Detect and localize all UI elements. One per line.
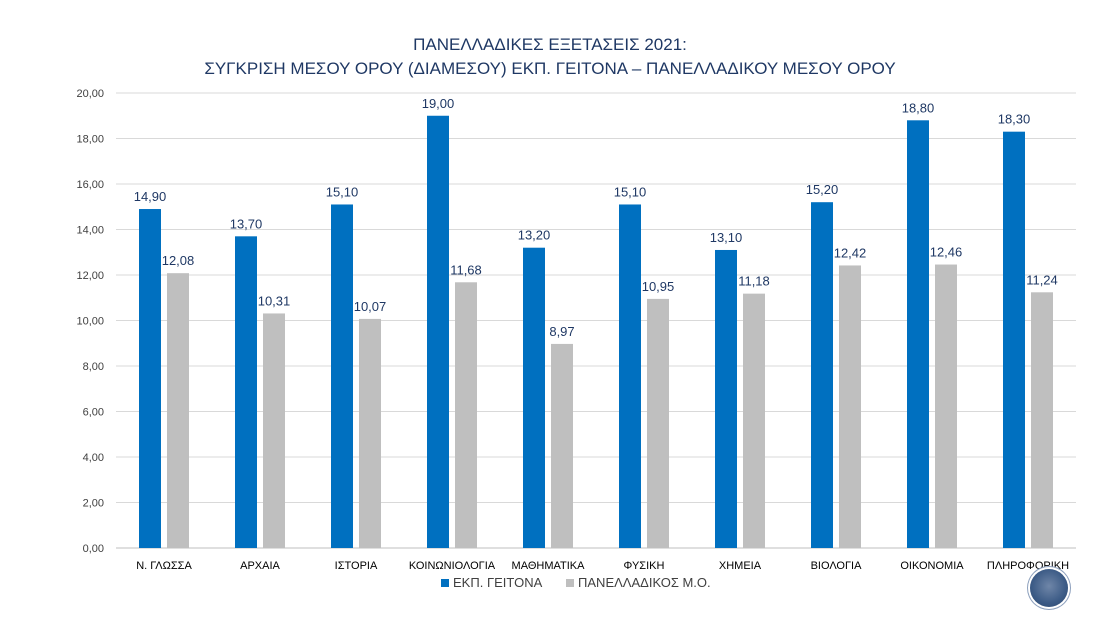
bar-school	[811, 202, 833, 548]
data-label: 15,20	[806, 182, 839, 197]
x-tick-label: ΚΟΙΝΩΝΙΟΛΟΓΙΑ	[409, 560, 496, 572]
bar-national	[647, 298, 669, 548]
y-tick-label: 12,00	[76, 270, 104, 282]
bar-national	[1031, 292, 1053, 548]
bar-school	[331, 204, 353, 548]
bar-school	[907, 120, 929, 549]
data-label: 11,68	[450, 262, 482, 277]
x-tick-label: ΟΙΚΟΝΟΜΙΑ	[900, 560, 964, 572]
data-label: 14,90	[134, 189, 167, 204]
data-label: 13,10	[710, 230, 743, 245]
x-tick-label: ΦΥΣΙΚΗ	[624, 560, 665, 572]
data-label: 15,10	[614, 184, 647, 199]
bar-national	[455, 282, 477, 548]
data-label: 12,46	[930, 245, 963, 260]
y-tick-label: 0,00	[83, 543, 104, 555]
x-tick-label: Ν. ΓΛΩΣΣΑ	[136, 560, 192, 572]
bar-national	[263, 313, 285, 548]
data-label: 11,18	[738, 274, 770, 289]
gridlines	[116, 92, 1076, 549]
y-tick-label: 8,00	[83, 361, 104, 373]
bar-national	[743, 293, 765, 548]
bar-national	[839, 265, 861, 548]
data-label: 10,95	[642, 279, 675, 294]
bar-school	[715, 249, 737, 548]
x-axis: Ν. ΓΛΩΣΣΑ ΑΡΧΑΙΑ ΙΣΤΟΡΙΑ ΚΟΙΝΩΝΙΟΛΟΓΙΑ ΜΑΘΗΜ…	[136, 560, 1069, 572]
legend-label: ΕΚΠ. ΓΕΙΤΟΝΑ	[453, 575, 543, 590]
data-label: 15,10	[326, 184, 359, 199]
legend: ΕΚΠ. ΓΕΙΤΟΝΑ ΠΑΝΕΛΛΑΔΙΚΟΣ Μ.Ο.	[441, 575, 711, 590]
x-tick-label: ΑΡΧΑΙΑ	[240, 560, 280, 572]
y-axis: 0,00 2,00 4,00 6,00 8,00 10,00 12,00 14,00 16,00…	[76, 88, 104, 555]
logo-badge-icon	[1030, 569, 1068, 607]
x-tick-label: ΒΙΟΛΟΓΙΑ	[811, 560, 863, 572]
data-label: 8,97	[549, 324, 574, 339]
data-label: 11,24	[1026, 272, 1058, 287]
y-tick-label: 2,00	[83, 498, 104, 510]
bar-national	[551, 343, 573, 548]
data-label: 13,70	[230, 216, 263, 231]
bar-national	[359, 318, 381, 548]
y-tick-label: 10,00	[76, 316, 104, 328]
data-label: 12,42	[834, 245, 867, 260]
y-tick-label: 16,00	[76, 179, 104, 191]
y-tick-label: 18,00	[76, 134, 104, 146]
x-tick-label: ΧΗΜΕΙΑ	[719, 560, 762, 572]
legend-swatch	[566, 579, 574, 587]
y-tick-label: 6,00	[83, 407, 104, 419]
x-tick-label: ΙΣΤΟΡΙΑ	[335, 560, 378, 572]
y-tick-label: 4,00	[83, 452, 104, 464]
bar-national	[167, 273, 189, 548]
legend-swatch	[441, 579, 449, 587]
data-label: 18,80	[902, 100, 935, 115]
data-label: 19,00	[422, 96, 455, 111]
bar-national	[935, 264, 957, 548]
bar-school	[1003, 131, 1025, 549]
bar-school	[523, 247, 545, 548]
bar-school	[235, 236, 257, 548]
data-label: 18,30	[998, 112, 1031, 127]
x-tick-label: ΜΑΘΗΜΑΤΙΚΑ	[512, 560, 586, 572]
y-tick-label: 14,00	[76, 225, 104, 237]
data-label: 12,08	[162, 253, 195, 268]
bar-school	[139, 209, 161, 548]
bars: 14,90 12,08 13,70 10,31 15,10 10,07 19,00 11,68…	[134, 96, 1058, 549]
data-label: 10,31	[258, 293, 291, 308]
legend-label: ΠΑΝΕΛΛΑΔΙΚΟΣ Μ.Ο.	[578, 575, 711, 590]
y-tick-label: 20,00	[76, 88, 104, 100]
chart-title-line-2: ΣΥΓΚΡΙΣΗ ΜΕΣΟΥ ΟΡΟΥ (ΔΙΑΜΕΣΟΥ) ΕΚΠ. ΓΕΙΤ…	[204, 59, 895, 78]
data-label: 10,07	[354, 299, 387, 314]
bar-school	[427, 115, 449, 548]
chart-title-line-1: ΠΑΝΕΛΛΑΔΙΚΕΣ ΕΞΕΤΑΣΕΙΣ 2021:	[413, 35, 687, 54]
data-label: 13,20	[518, 228, 551, 243]
bar-school	[619, 204, 641, 548]
